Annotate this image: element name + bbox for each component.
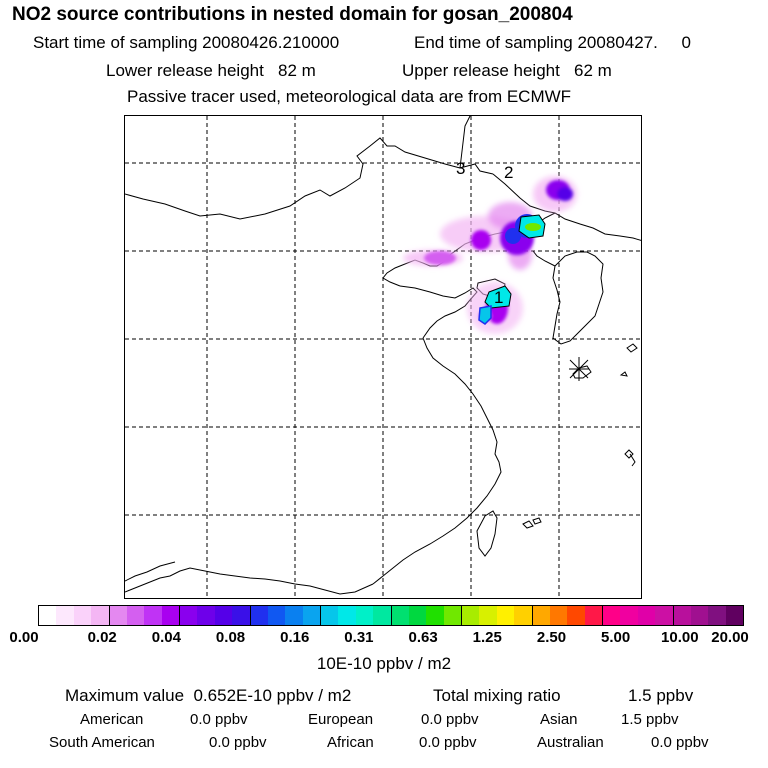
colorbar-cell (161, 606, 180, 625)
colorbar-cell (708, 606, 726, 625)
colorbar-cell (426, 606, 444, 625)
plume-patches (403, 176, 577, 334)
colorbar-cell (302, 606, 321, 625)
colorbar-cell (355, 606, 374, 625)
colorbar (38, 605, 744, 626)
region-label-3: 3 (456, 159, 465, 178)
upper-release-label: Upper release height 62 m (402, 61, 612, 80)
colorbar-cell (673, 606, 691, 625)
colorbar-tick-label: 0.63 (408, 629, 438, 646)
map-panel: 3 2 1 (124, 115, 642, 599)
colorbar-tick-label: 0.08 (215, 629, 246, 646)
colorbar-cell (462, 606, 480, 625)
colorbar-cell (232, 606, 251, 625)
total-mixing-value: 1.5 ppbv (628, 686, 694, 705)
colorbar-cell (514, 606, 533, 625)
colorbar-cell (690, 606, 709, 625)
south-american-label: South American (49, 734, 155, 751)
colorbar-cell (443, 606, 462, 625)
colorbar-tick-label: 1.25 (472, 629, 502, 646)
colorbar-cell (655, 606, 674, 625)
colorbar-cell (496, 606, 515, 625)
colorbar-tick-label: 0.31 (344, 629, 374, 646)
colorbar-tick-label: 5.00 (601, 629, 631, 646)
colorbar-cell (620, 606, 638, 625)
colorbar-cell (267, 606, 286, 625)
european-label: European (308, 711, 374, 728)
african-value: 0.0 ppbv (419, 734, 477, 751)
region-label-1: 1 (494, 288, 503, 307)
colorbar-cell (408, 606, 427, 625)
colorbar-cell (373, 606, 392, 625)
colorbar-cell (285, 606, 303, 625)
colorbar-cell (250, 606, 268, 625)
american-value: 0.0 ppbv (190, 711, 248, 728)
colorbar-cell (479, 606, 497, 625)
colorbar-cell (109, 606, 127, 625)
african-label: African (327, 734, 374, 751)
asian-value: 1.5 ppbv (621, 711, 679, 728)
colorbar-tick-label: 2.50 (536, 629, 567, 646)
colorbar-tick-label: 0.00 (9, 629, 39, 646)
tracer-note: Passive tracer used, meteorological data… (127, 87, 572, 106)
colorbar-cell (321, 606, 339, 625)
colorbar-tick-label: 0.16 (280, 629, 310, 646)
colorbar-cell (584, 606, 603, 625)
colorbar-cell (39, 606, 57, 625)
australian-value: 0.0 ppbv (651, 734, 709, 751)
colorbar-cell (549, 606, 568, 625)
page-title: NO2 source contributions in nested domai… (12, 4, 573, 25)
colorbar-cell (197, 606, 215, 625)
colorbar-tick-label: 10.00 (661, 629, 699, 646)
australian-label: Australian (537, 734, 604, 751)
south-american-value: 0.0 ppbv (209, 734, 267, 751)
colorbar-cell (532, 606, 550, 625)
colorbar-cell (637, 606, 656, 625)
colorbar-cell (338, 606, 356, 625)
asian-label: Asian (540, 711, 578, 728)
colorbar-tick-label: 0.04 (151, 629, 181, 646)
total-mixing-label: Total mixing ratio (433, 686, 561, 705)
unit-label: 10E-10 ppbv / m2 (316, 654, 452, 673)
colorbar-cell (91, 606, 110, 625)
european-value: 0.0 ppbv (421, 711, 479, 728)
star-marker-icon (569, 357, 589, 381)
colorbar-cell (391, 606, 409, 625)
colorbar-cell (126, 606, 145, 625)
american-label: American (80, 711, 144, 728)
colorbar-cell (180, 606, 198, 625)
region-label-2: 2 (504, 163, 513, 182)
lower-release-label: Lower release height 82 m (106, 61, 316, 80)
colorbar-cell (56, 606, 74, 625)
max-value-label: Maximum value 0.652E-10 ppbv / m2 (65, 686, 352, 705)
colorbar-cell (725, 606, 743, 625)
colorbar-cell (214, 606, 233, 625)
colorbar-cell (73, 606, 92, 625)
colorbar-cell (567, 606, 585, 625)
start-time-label: Start time of sampling 20080426.210000 (33, 33, 340, 52)
colorbar-tick-label: 20.00 (711, 629, 749, 646)
end-time-label: End time of sampling 20080427. 0 (414, 33, 691, 52)
map-canvas: 3 2 1 (125, 116, 641, 598)
colorbar-cell (603, 606, 621, 625)
colorbar-cell (144, 606, 162, 625)
colorbar-tick-label: 0.02 (87, 629, 117, 646)
grid-lines (125, 116, 641, 598)
